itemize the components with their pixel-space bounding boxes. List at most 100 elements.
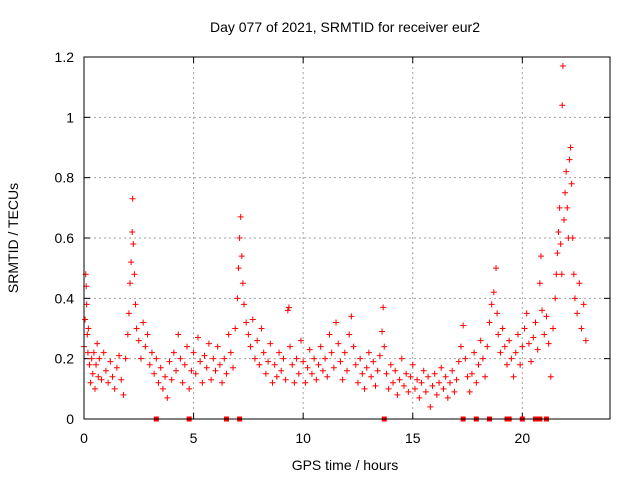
data-point [385,385,392,392]
data-point [137,355,144,362]
data-point [265,358,272,365]
data-point [521,325,528,332]
data-point [232,325,239,332]
data-point [566,156,573,163]
data-point [398,355,405,362]
data-point [240,301,247,308]
x-tick-label: 20 [515,430,531,446]
data-point [155,379,162,386]
data-point [82,316,89,323]
data-point [381,343,388,350]
data-point [125,310,132,317]
data-point [559,63,566,70]
data-point [284,307,291,314]
data-point [175,331,182,338]
data-point [368,373,375,380]
data-point [273,373,280,380]
data-point [127,280,134,287]
data-point [514,331,521,338]
data-point [214,343,221,350]
data-point [113,364,120,371]
data-point [455,358,462,365]
x-tick-label: 15 [405,430,421,446]
data-point [346,331,353,338]
data-point [464,373,471,380]
data-point [370,358,377,365]
data-point [142,343,149,350]
data-point [153,355,160,362]
data-point [192,370,199,377]
data-point [225,331,232,338]
data-point [422,388,429,395]
data-point [326,331,333,338]
data-point [559,102,566,109]
data-point [107,358,114,365]
data-point [93,361,100,368]
data-point [146,361,153,368]
data-point [357,355,364,362]
data-point [359,370,366,377]
data-point [295,370,302,377]
data-point [100,349,107,356]
data-point [306,346,313,353]
data-point [501,343,508,350]
data-point [440,385,447,392]
data-point [116,352,123,359]
data-point [462,355,469,362]
data-point [282,376,289,383]
data-point [512,349,519,356]
data-point [536,280,543,287]
data-point [239,280,246,287]
data-point [164,394,171,401]
data-point [365,349,372,356]
data-point [302,379,309,386]
data-point [568,180,575,187]
data-point [315,361,322,368]
data-point [339,376,346,383]
data-point [387,361,394,368]
data-point [517,361,524,368]
data-point [256,361,263,368]
data-point [571,295,578,302]
data-point [271,361,278,368]
data-point [324,373,331,380]
data-point [205,340,212,347]
data-point [260,349,267,356]
x-axis-label: GPS time / hours [292,457,399,473]
data-point [94,340,101,347]
data-point [243,319,250,326]
data-point [120,391,127,398]
data-point [554,250,561,257]
data-point [532,319,539,326]
data-point [118,376,125,383]
y-tick-label: 1.2 [55,49,75,65]
data-point [438,364,445,371]
data-point [129,195,136,202]
data-point [199,379,206,386]
data-point [484,343,491,350]
data-point [506,337,513,344]
data-point [567,144,574,151]
data-point [227,349,234,356]
data-point [380,304,387,311]
data-point [442,373,449,380]
data-point [133,325,140,332]
chart-title: Day 077 of 2021, SRMTID for receiver eur… [210,19,480,35]
data-point [308,370,315,377]
data-point [337,358,344,365]
data-point [157,364,164,371]
data-point [372,382,379,389]
data-point [122,355,129,362]
data-point [444,394,451,401]
grid-lines [84,57,610,419]
data-point [89,370,96,377]
x-tick-label: 10 [295,430,311,446]
data-point [128,259,135,266]
data-point [322,355,329,362]
data-point [553,271,560,278]
data-point [411,385,418,392]
data-points [81,63,589,422]
data-point [262,370,269,377]
axis-ticks: 0 0.2 0.4 0.6 0.8 1 1.2 0 5 10 15 20 [55,49,610,446]
data-point [223,370,230,377]
